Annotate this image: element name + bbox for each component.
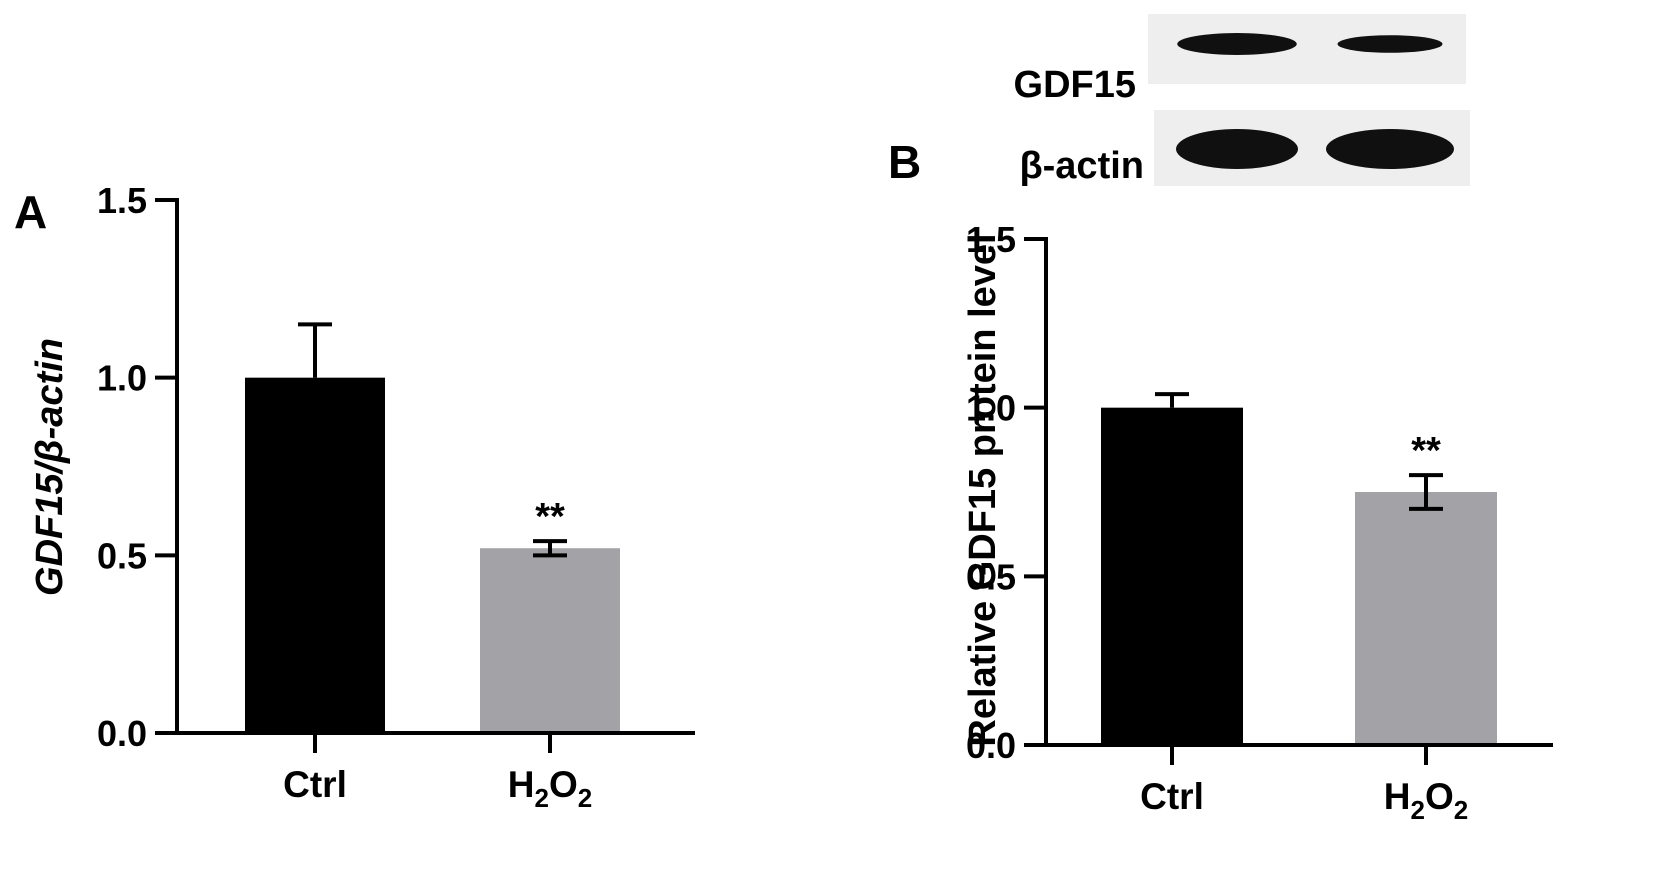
- significance-marker: **: [1411, 430, 1441, 472]
- significance-marker: **: [535, 496, 565, 538]
- y-tick-label: 0.0: [966, 725, 1016, 766]
- y-tick-label: 1.5: [97, 180, 147, 221]
- blot-band-beta-actin-h2o2: [1326, 129, 1454, 169]
- panel-a-chart: A GDF15/β-actin ** 0.0 0.5 1.0 1.5 Ctrl H2O2: [14, 180, 695, 813]
- bar-h2o2: [1355, 492, 1497, 745]
- x-tick-label: H2O2: [1384, 776, 1468, 825]
- panel-b-letter: B: [888, 136, 921, 188]
- x-tick-label: Ctrl: [283, 764, 347, 805]
- blot-label-beta-actin: β-actin: [1019, 145, 1144, 187]
- panel-b-y-axis-label: Relative GDF15 protein level: [962, 233, 1004, 746]
- y-tick-label: 0.5: [966, 556, 1016, 597]
- y-tick-label: 0.0: [97, 713, 147, 754]
- blot-band-gdf15-ctrl: [1177, 33, 1297, 55]
- y-tick-label: 0.5: [97, 535, 147, 576]
- y-tick-label: 1.0: [97, 358, 147, 399]
- bar-h2o2: [480, 548, 620, 733]
- western-blot: GDF15 β-actin: [1014, 14, 1470, 187]
- panel-a-y-axis-label: GDF15/β-actin: [29, 338, 71, 596]
- panel-a-letter: A: [14, 186, 47, 238]
- bar-ctrl: [1101, 407, 1243, 745]
- bar-ctrl: [245, 377, 385, 733]
- x-tick-label: H2O2: [508, 764, 592, 813]
- y-tick-label: 1.5: [966, 219, 1016, 260]
- y-tick-label: 1.0: [966, 388, 1016, 429]
- x-tick-label: Ctrl: [1140, 776, 1204, 817]
- blot-band-beta-actin-ctrl: [1176, 129, 1298, 169]
- panel-b-chart: B Relative GDF15 protein level ** 0.0 0.5 1…: [888, 136, 1553, 825]
- blot-label-gdf15: GDF15: [1014, 64, 1136, 106]
- blot-band-gdf15-h2o2: [1337, 35, 1443, 53]
